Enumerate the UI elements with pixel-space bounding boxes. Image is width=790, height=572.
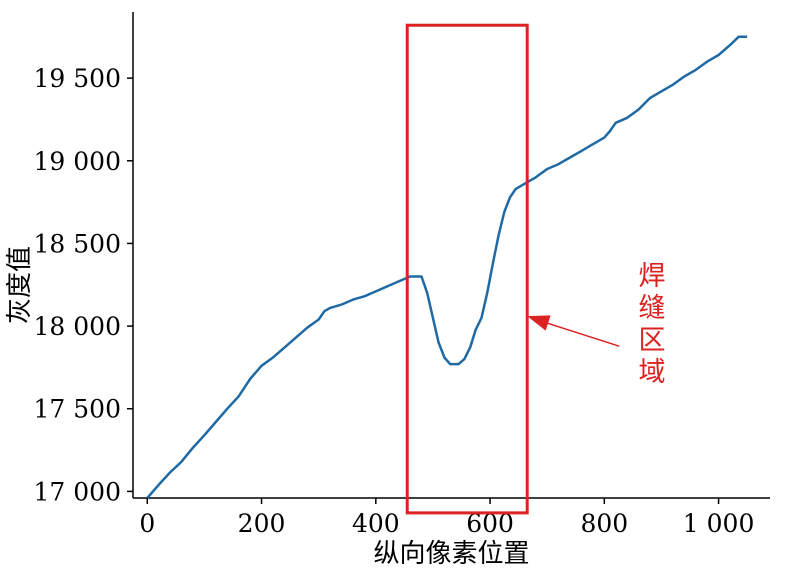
annotation-char: 缝 <box>639 293 666 324</box>
x-tick-label: 800 <box>580 509 628 538</box>
axes <box>132 12 770 499</box>
series-line <box>146 35 748 499</box>
x-axis-title: 纵向像素位置 <box>373 539 529 569</box>
x-tick-label: 400 <box>352 509 400 538</box>
annotation-char: 域 <box>639 357 666 388</box>
y-tick-label: 18 500 <box>34 229 121 258</box>
x-tick-label: 1 000 <box>683 509 755 538</box>
annotation-arrow-head <box>527 315 551 331</box>
annotation-arrow-line <box>540 320 620 347</box>
x-tick-label: 0 <box>139 509 155 538</box>
series-layer <box>146 35 748 499</box>
x-ticks: 0 200 400 600 800 1 000 <box>139 498 754 538</box>
y-axis-title: 灰度值 <box>5 246 35 324</box>
y-ticks: 17 000 17 500 18 000 18 500 19 000 19 500 <box>34 64 133 506</box>
y-tick-label: 18 000 <box>34 312 121 341</box>
y-tick-label: 19 000 <box>34 147 121 176</box>
x-tick-label: 200 <box>238 509 286 538</box>
annotation-char: 焊 <box>639 261 666 292</box>
annotation-char: 区 <box>639 325 666 356</box>
weld-region-box <box>405 23 529 515</box>
y-tick-label: 19 500 <box>34 64 121 93</box>
y-tick-label: 17 000 <box>34 477 121 506</box>
y-tick-label: 17 500 <box>34 395 121 424</box>
